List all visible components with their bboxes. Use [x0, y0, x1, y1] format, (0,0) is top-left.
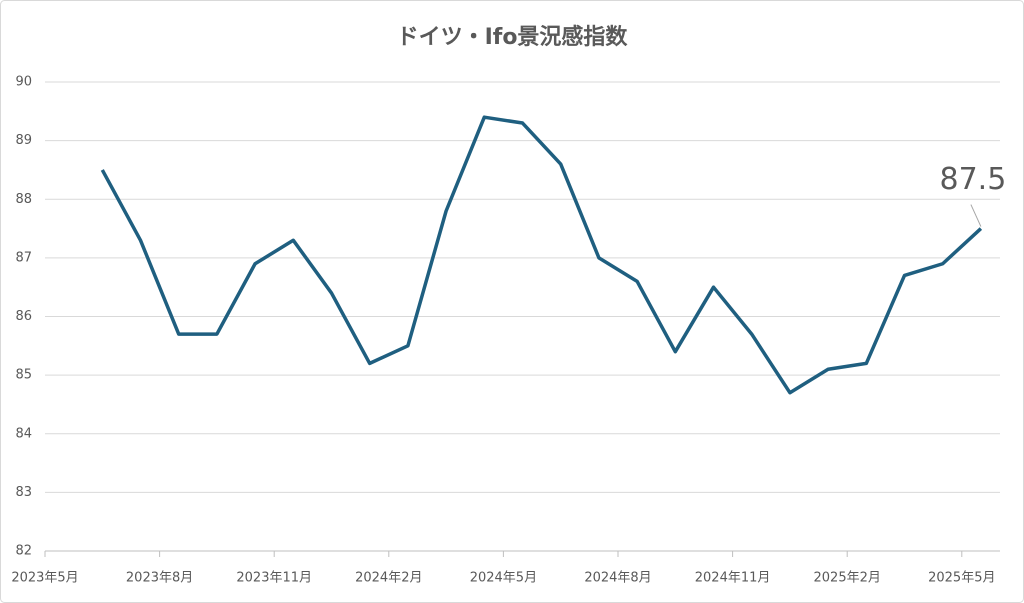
data-line — [100, 115, 983, 395]
y-tick-label: 86 — [15, 309, 32, 324]
y-tick-label: 88 — [15, 192, 32, 207]
y-tick-label: 85 — [15, 368, 32, 383]
y-tick-label: 89 — [15, 133, 32, 148]
y-tick-label: 84 — [15, 426, 32, 441]
x-tick-label: 2025年2月 — [814, 571, 881, 586]
x-tick-label: 2024年5月 — [470, 571, 537, 586]
x-tick-label: 2025年5月 — [928, 571, 995, 586]
y-tick-label: 90 — [15, 75, 32, 90]
chart-title: ドイツ・Ifo景況感指数 — [397, 24, 629, 50]
x-tick-label: 2023年8月 — [126, 571, 193, 586]
y-tick-label: 83 — [15, 485, 32, 500]
x-tick-label: 2024年2月 — [355, 571, 422, 586]
x-tick-label: 2023年5月 — [11, 571, 78, 586]
x-tick-label: 2024年11月 — [695, 571, 771, 586]
y-tick-label: 82 — [15, 544, 32, 559]
y-tick-label: 87 — [15, 250, 32, 265]
x-tick-label: 2024年8月 — [584, 571, 651, 586]
data-label: 87.5 — [940, 162, 1007, 197]
label-leader — [970, 204, 982, 227]
x-tick-label: 2023年11月 — [236, 571, 312, 586]
